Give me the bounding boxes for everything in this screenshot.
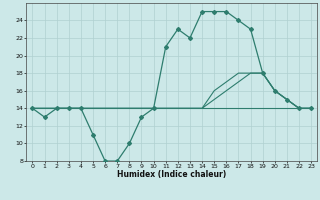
X-axis label: Humidex (Indice chaleur): Humidex (Indice chaleur) [117,170,227,179]
